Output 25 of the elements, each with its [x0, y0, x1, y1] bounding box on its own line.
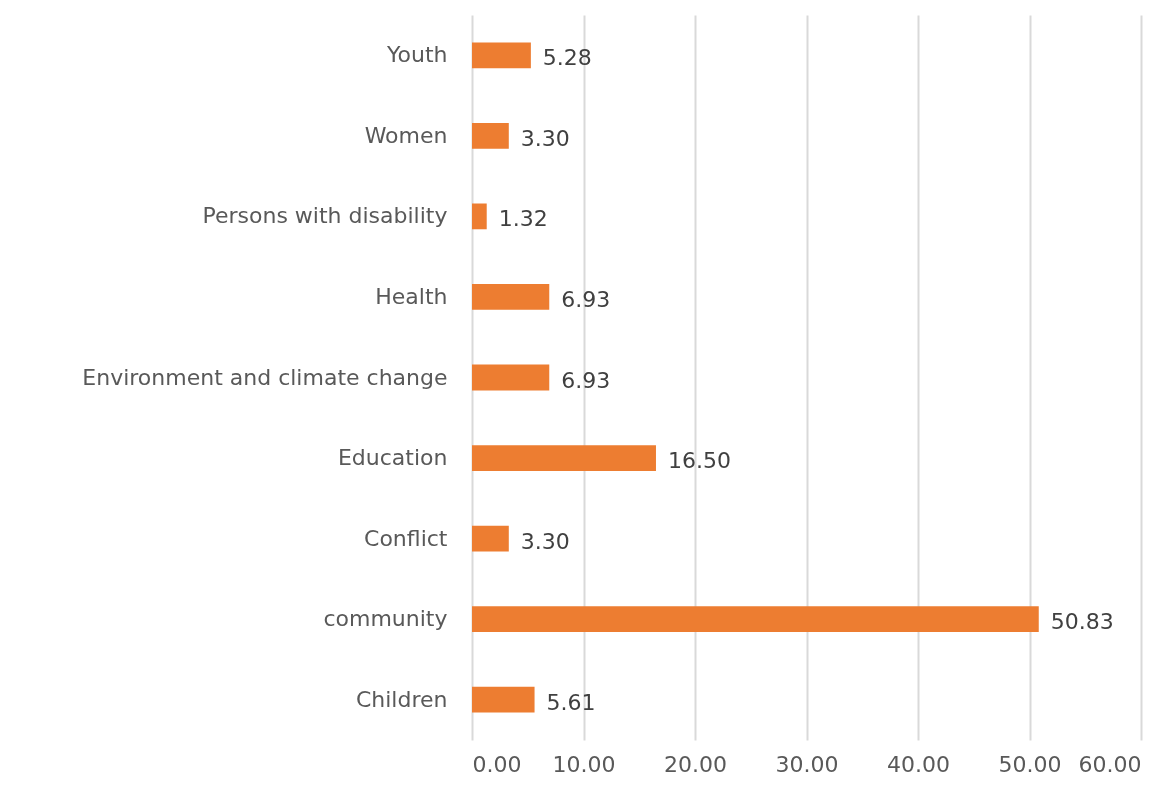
- y-tick-label: Education: [337, 445, 448, 471]
- x-tick-label: 0.00: [472, 751, 522, 777]
- data-label: 16.50: [667, 448, 731, 474]
- data-label: 3.30: [520, 125, 570, 151]
- data-label: 1.32: [498, 206, 548, 232]
- y-tick-label: Women: [364, 122, 448, 148]
- y-tick-label: Persons with disability: [202, 203, 448, 229]
- x-tick-label: 10.00: [552, 751, 616, 777]
- y-tick-label: Conflict: [364, 525, 448, 551]
- x-tick-label: 40.00: [887, 751, 950, 777]
- y-tick-label: Children: [355, 686, 448, 712]
- x-tick-label: 20.00: [664, 751, 727, 777]
- data-label: 50.83: [1050, 609, 1114, 635]
- x-tick-label: 60.00: [1078, 751, 1142, 777]
- data-label: 5.28: [542, 45, 592, 71]
- y-tick-label: Environment and climate change: [82, 364, 448, 390]
- x-tick-label: 50.00: [998, 751, 1062, 777]
- y-tick-label: Health: [375, 283, 448, 309]
- data-label: 6.93: [561, 286, 611, 312]
- y-tick-label: Youth: [386, 42, 448, 68]
- data-label: 5.61: [546, 689, 596, 715]
- x-tick-label: 30.00: [775, 751, 839, 777]
- y-tick-label: community: [323, 606, 448, 632]
- data-label: 3.30: [520, 528, 570, 554]
- data-label: 6.93: [561, 367, 611, 393]
